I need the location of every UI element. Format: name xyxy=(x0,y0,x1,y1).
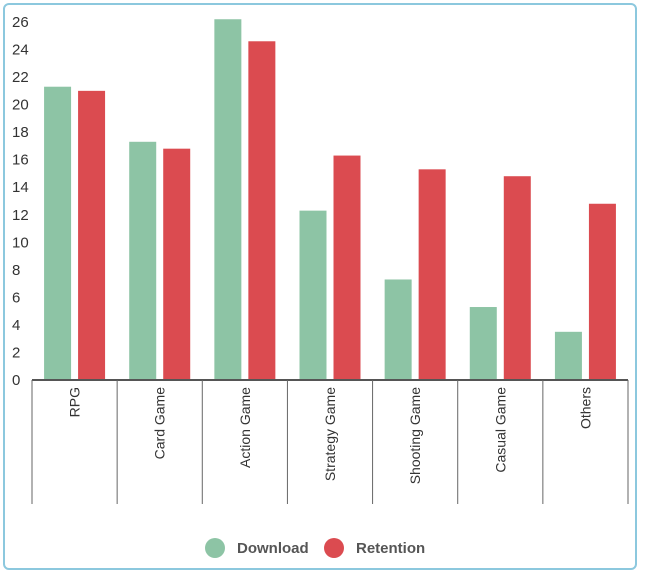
y-tick-label: 12 xyxy=(12,207,29,224)
category-label: Card Game xyxy=(152,387,168,460)
legend-swatch-retention xyxy=(324,538,344,558)
category-label: Others xyxy=(577,387,593,429)
y-tick-label: 24 xyxy=(12,42,29,59)
y-tick-label: 18 xyxy=(12,124,29,141)
bar-download-card-game xyxy=(129,141,157,380)
bar-retention-casual-game xyxy=(503,176,531,380)
bar-download-action-game xyxy=(214,19,242,380)
category-labels: RPG Card Game Action Game Strategy Game Shoo… xyxy=(67,387,594,485)
bar-download-shooting-game xyxy=(384,279,412,380)
bar-retention-shooting-game xyxy=(418,169,446,380)
legend-label-download: Download xyxy=(237,540,309,557)
category-label: Action Game xyxy=(237,387,253,468)
y-tick-label: 14 xyxy=(12,179,29,196)
y-tick-label: 0 xyxy=(12,372,20,389)
bars xyxy=(44,19,616,381)
x-axis xyxy=(31,379,629,504)
y-tick-label: 26 xyxy=(12,14,29,31)
y-tick-label: 2 xyxy=(12,344,20,361)
bar-download-rpg xyxy=(44,86,72,380)
bar-download-strategy-game xyxy=(299,210,327,380)
category-label: Casual Game xyxy=(492,387,508,473)
bar-download-others xyxy=(554,331,582,380)
y-tick-label: 8 xyxy=(12,262,20,279)
legend-label-retention: Retention xyxy=(356,540,425,557)
category-label: Strategy Game xyxy=(322,387,338,481)
y-tick-label: 22 xyxy=(12,69,29,86)
y-tick-label: 4 xyxy=(12,317,20,334)
bar-retention-card-game xyxy=(163,148,191,380)
category-label: Shooting Game xyxy=(407,387,423,484)
category-label: RPG xyxy=(67,387,83,417)
y-tick-label: 16 xyxy=(12,152,29,169)
bar-retention-rpg xyxy=(78,90,106,380)
bar-retention-action-game xyxy=(248,41,276,381)
y-tick-label: 20 xyxy=(12,97,29,114)
bar-retention-strategy-game xyxy=(333,155,361,380)
y-tick-label: 6 xyxy=(12,289,20,306)
legend-swatch-download xyxy=(205,538,225,558)
bar-retention-others xyxy=(588,203,616,380)
legend: Download Retention xyxy=(205,538,425,558)
y-tick-label: 10 xyxy=(12,234,29,251)
bar-download-casual-game xyxy=(469,307,497,380)
